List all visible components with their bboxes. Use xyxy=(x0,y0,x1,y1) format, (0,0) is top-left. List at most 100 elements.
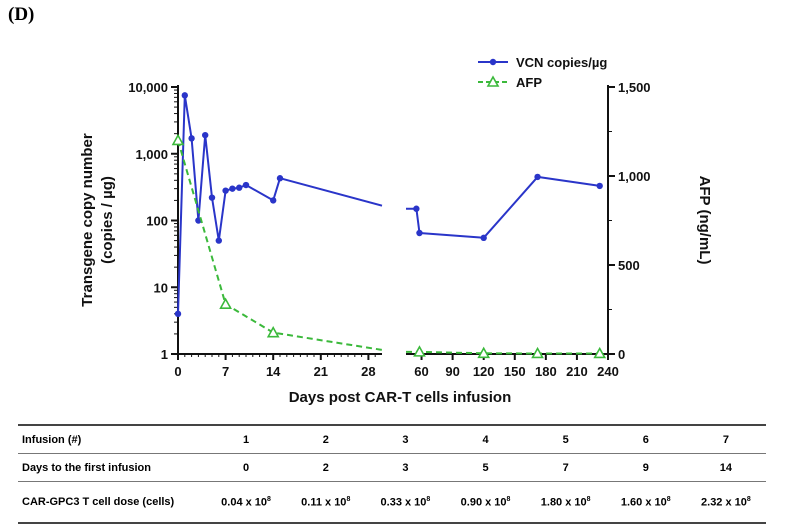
table-cell-value: 0.33 x 10 xyxy=(380,496,427,509)
table-cell: 7 xyxy=(685,424,766,454)
series-2-point xyxy=(593,346,607,359)
series-1-point xyxy=(534,173,541,181)
table-cell-exponent: 8 xyxy=(586,495,591,503)
series-1-point xyxy=(202,131,209,139)
table-cell: 0.04 x 108 xyxy=(206,481,287,524)
series-1-point xyxy=(222,187,229,194)
legend-label: VCN copies/µg xyxy=(516,55,607,70)
table-cell-value: 9 xyxy=(642,461,649,474)
series-1-point xyxy=(215,237,222,244)
series-1-point xyxy=(174,310,182,318)
table-row: Infusion (#) 1 2 3 4 5 6 7 xyxy=(18,424,766,454)
series-1-point xyxy=(242,181,250,189)
table-cell-exponent: 8 xyxy=(346,495,351,503)
table-cell-value: 0.11 x 10 xyxy=(301,496,347,509)
table-cell: 3 xyxy=(365,424,446,454)
series-1-point xyxy=(236,184,243,191)
table-cell-value: 14 xyxy=(719,461,733,474)
y-right-tick-label: 1,000 xyxy=(618,169,651,184)
x-tick-label: 14 xyxy=(266,364,281,379)
dose-table: Infusion (#) 1 2 3 4 5 6 7 Days to the first inf… xyxy=(18,424,766,524)
table-cell: 1.80 x 108 xyxy=(525,481,606,524)
chart: 1 10 100 1,000 10,000 0 500 1,000 1,500 0 7 14 21 28 6… xyxy=(79,55,713,406)
x-tick-label: 7 xyxy=(222,364,229,379)
x-tick-label: 28 xyxy=(361,364,375,379)
y-right-tick-label: 500 xyxy=(618,258,640,273)
x-tick-label: 120 xyxy=(473,364,495,379)
table-cell-value: 3 xyxy=(402,461,409,474)
table-cell: 1 xyxy=(206,424,287,454)
legend-marker xyxy=(489,58,497,66)
series-1-point xyxy=(181,92,188,99)
table-cell-value: 7 xyxy=(722,433,729,446)
table-cell-value: 3 xyxy=(402,433,409,446)
x-tick-label: 180 xyxy=(535,364,557,379)
series-1-line xyxy=(177,94,383,314)
table-cell: 2.32 x 108 xyxy=(685,481,766,524)
table-cell-value: 5 xyxy=(562,433,569,446)
table-cell: 9 xyxy=(605,453,686,482)
table-row-label: CAR-GPC3 T cell dose (cells) xyxy=(18,481,206,524)
legend-marker xyxy=(486,75,500,87)
table-cell-value: 2 xyxy=(322,461,329,474)
y-left-tick-label: 100 xyxy=(146,214,168,229)
table-cell: 0.33 x 108 xyxy=(365,481,446,524)
table-cell-value: 2.32 x 10 xyxy=(701,496,747,509)
table-cell-exponent: 8 xyxy=(267,495,271,503)
legend-label: AFP xyxy=(516,75,542,90)
table-cell-exponent: 8 xyxy=(426,495,431,503)
y-left-axis-title-line-2: (copies / µg) xyxy=(99,176,116,264)
series-1-point xyxy=(416,229,423,237)
table-cell-value: 1.80 x 10 xyxy=(540,496,587,509)
x-tick-label: 210 xyxy=(566,364,588,379)
x-tick-label: 60 xyxy=(414,364,428,379)
table-cell-value: 0.04 x 10 xyxy=(221,496,268,509)
y-left-axis-title-line-1: Transgene copy number xyxy=(79,133,96,307)
series-1-point xyxy=(480,234,487,242)
table-cell: 6 xyxy=(605,424,686,454)
series-1-point xyxy=(596,182,603,190)
series-2-line xyxy=(406,350,600,355)
table-cell-value: 6 xyxy=(642,433,649,446)
table-row-label: Infusion (#) xyxy=(18,424,206,454)
table-row-label: Days to the first infusion xyxy=(18,453,206,482)
y-left-tick-label: 1,000 xyxy=(135,147,168,162)
table-cell: 2 xyxy=(286,424,366,454)
table-cell-value: 1 xyxy=(242,433,250,446)
y-left-tick-label: 10 xyxy=(154,280,168,295)
table-cell: 3 xyxy=(365,453,446,482)
y-left-tick-label: 1 xyxy=(161,347,168,362)
table-cell-exponent: 8 xyxy=(746,495,751,503)
series-2-point xyxy=(171,133,185,146)
table-cell-value: 2 xyxy=(322,433,329,446)
x-axis-title: Days post CAR-T cells infusion xyxy=(289,389,512,406)
table-cell: 4 xyxy=(445,424,526,454)
x-tick-label: 21 xyxy=(314,364,328,379)
table-row: CAR-GPC3 T cell dose (cells) 0.04 x 108 0.… xyxy=(18,481,766,524)
series-1-point xyxy=(188,135,195,142)
series-1-line xyxy=(406,175,600,239)
x-tick-label: 240 xyxy=(597,364,619,379)
table-cell: 7 xyxy=(525,453,606,482)
table-cell: 0 xyxy=(206,453,287,482)
series-2-point xyxy=(266,325,280,338)
table-cell-value: 0.90 x 10 xyxy=(460,496,507,509)
series-2-point xyxy=(477,346,491,359)
y-right-tick-label: 1,500 xyxy=(618,80,651,95)
x-tick-label: 0 xyxy=(174,364,181,379)
table-cell: 0.11 x 108 xyxy=(286,481,366,524)
series-1-point xyxy=(270,197,277,204)
series-2-point xyxy=(413,345,426,357)
table-cell: 0.90 x 108 xyxy=(445,481,526,524)
table-cell: 5 xyxy=(445,453,526,482)
table-cell-value: 0 xyxy=(242,461,250,474)
series-2-point xyxy=(531,346,544,359)
y-right-tick-label: 0 xyxy=(618,347,625,362)
y-right-axis-title: AFP (ng/mL) xyxy=(696,176,713,265)
table-row: Days to the first infusion 0 2 3 5 7 9 14 xyxy=(18,453,766,482)
y-left-tick-label: 10,000 xyxy=(128,80,168,95)
series-1-point xyxy=(229,185,236,192)
table-cell-value: 4 xyxy=(482,433,489,446)
series-1-point xyxy=(413,205,420,212)
table-cell-value: 1.60 x 10 xyxy=(620,496,667,509)
